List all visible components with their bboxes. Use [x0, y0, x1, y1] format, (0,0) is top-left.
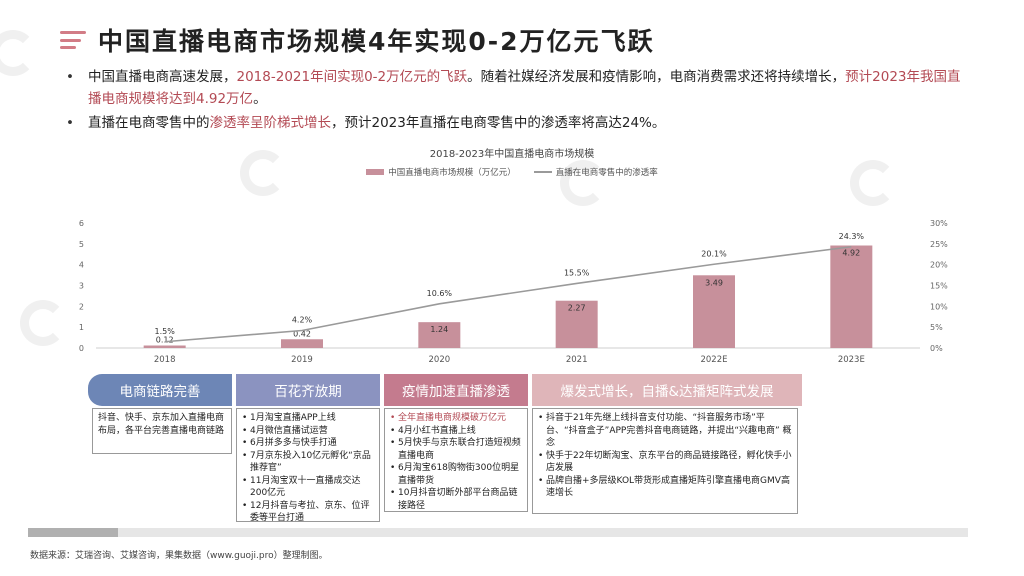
- phase-header-4: 爆发式增长，自播&达播矩阵式发展: [532, 374, 802, 406]
- page-progress-bar: [28, 528, 968, 537]
- y-right-tick: 25%: [930, 240, 948, 249]
- phase-box-4: 抖音于21年先继上线抖音支付功能、“抖音服务市场”平台、“抖音盒子”APP完善抖…: [532, 408, 798, 514]
- phase-item: 6月淘宝618购物街300位明星直播带货: [390, 462, 522, 487]
- y-right-tick: 5%: [930, 323, 943, 332]
- y-right-tick: 30%: [930, 219, 948, 228]
- phase-box-2: 1月淘宝直播APP上线4月微信直播试运营6月拼多多与快手打通7月京东投入10亿元…: [236, 408, 380, 525]
- bar-2023E: [830, 245, 873, 348]
- line-point-label: 15.5%: [564, 268, 590, 277]
- phase-item: 抖音于21年先继上线抖音支付功能、“抖音服务市场”平台、“抖音盒子”APP完善抖…: [538, 412, 792, 450]
- y-left-tick: 0: [79, 344, 84, 353]
- x-tick-label: 2022E: [700, 355, 727, 365]
- line-point-label: 1.5%: [155, 327, 176, 336]
- phase-item: 6月拼多多与快手打通: [242, 437, 374, 450]
- body-text: 直播在电商零售中的: [88, 115, 210, 131]
- page-progress-fill: [28, 528, 118, 537]
- phase-item: 全年直播电商规模破万亿元: [390, 412, 522, 425]
- x-tick-label: 2018: [154, 355, 176, 365]
- y-left-tick: 6: [79, 219, 84, 228]
- market-size-chart: 0 1 2 3 4 5 6 0% 5% 10% 15% 20% 25% 30% 0.12 2018 0.42 20…: [79, 219, 948, 365]
- summary-bullets: 中国直播电商高速发展，2018-2021年间实现0-2万亿元的飞跃。随着社媒经济…: [66, 66, 966, 136]
- phase-3-list: 全年直播电商规模破万亿元4月小红书直播上线5月快手与京东联合打造短视频直播电商6…: [390, 412, 522, 512]
- bar-2021: [555, 300, 598, 348]
- body-text: 中国直播电商高速发展，: [88, 69, 237, 85]
- legend-label-bar: 中国直播电商市场规模（万亿元）: [388, 168, 516, 178]
- bar-2019: [281, 339, 323, 348]
- phase-item: 品牌自播+多层级KOL带货形成直播矩阵引擎直播电商GMV高速增长: [538, 475, 792, 500]
- phase-box-1: 抖音、快手、京东加入直播电商布局，各平台完善直播电商链路: [92, 408, 232, 454]
- bar-2018: [143, 345, 186, 348]
- y-left-tick: 3: [79, 282, 84, 291]
- bullet-2: 直播在电商零售中的渗透率呈阶梯式增长，预计2023年直播在电商零售中的渗透率将高…: [66, 112, 966, 134]
- y-right-tick: 15%: [930, 282, 948, 291]
- phase-item: 快手于22年切断淘宝、京东平台的商品链接路径，孵化快手小店发展: [538, 450, 792, 475]
- bar-label: 0.12: [156, 336, 174, 345]
- chart-legend: 中国直播电商市场规模（万亿元） 直播在电商零售中的渗透率: [0, 166, 1024, 178]
- bar-2020: [418, 322, 461, 348]
- y-left-tick: 1: [79, 323, 84, 332]
- chart-title: 2018-2023年中国直播电商市场规模: [429, 149, 595, 160]
- y-right-tick: 20%: [930, 261, 948, 270]
- phase-1-text: 抖音、快手、京东加入直播电商布局，各平台完善直播电商链路: [98, 413, 225, 436]
- phase-header-3: 疫情加速直播渗透: [384, 374, 528, 406]
- highlight-text: 2018-2021年间实现0-2万亿元的飞跃: [236, 69, 468, 85]
- menu-lines-icon: [60, 31, 86, 49]
- phase-4-list: 抖音于21年先继上线抖音支付功能、“抖音服务市场”平台、“抖音盒子”APP完善抖…: [538, 412, 792, 500]
- body-text: 。: [253, 91, 267, 107]
- legend-item-line: 直播在电商零售中的渗透率: [533, 166, 658, 178]
- phase-item: 12月抖音与考拉、京东、位评委等平台打通: [242, 500, 374, 525]
- phase-item: 5月快手与京东联合打造短视频直播电商: [390, 437, 522, 462]
- body-text: 。随着社媒经济发展和疫情影响，电商消费需求还将持续增长，: [467, 69, 846, 85]
- highlight-text: 渗透率呈阶梯式增长: [209, 115, 332, 131]
- line-point-label: 4.2%: [292, 316, 313, 325]
- line-point-label: 24.3%: [839, 232, 865, 241]
- phase-item: 10月抖音切断外部平台商品链接路径: [390, 487, 522, 512]
- highlight-text: 预计2023年我国直播电商规模将达到4.92万亿: [88, 69, 961, 107]
- y-right-tick: 0%: [930, 344, 943, 353]
- phase-item: 4月微信直播试运营: [242, 425, 374, 438]
- x-tick-label: 2020: [429, 355, 451, 365]
- phase-header-2: 百花齐放期: [236, 374, 380, 406]
- line-point-label: 20.1%: [701, 249, 727, 258]
- title-bar: 中国直播电商市场规模4年实现0-2万亿元飞跃: [60, 22, 655, 58]
- x-tick-label: 2021: [566, 355, 588, 365]
- bullet-1: 中国直播电商高速发展，2018-2021年间实现0-2万亿元的飞跃。随着社媒经济…: [66, 66, 966, 110]
- bar-2022E: [693, 275, 735, 348]
- y-left-tick: 4: [79, 261, 84, 270]
- bar-label: 2.27: [568, 304, 586, 313]
- legend-bar-swatch: [366, 169, 385, 175]
- phase-2-list: 1月淘宝直播APP上线4月微信直播试运营6月拼多多与快手打通7月京东投入10亿元…: [242, 412, 374, 525]
- bar-label: 1.24: [430, 325, 448, 334]
- page-title: 中国直播电商市场规模4年实现0-2万亿元飞跃: [98, 27, 655, 56]
- y-left-tick: 5: [79, 240, 84, 249]
- y-left-tick: 2: [79, 302, 84, 311]
- watermark-logo-icon: [0, 30, 36, 76]
- phase-box-3: 全年直播电商规模破万亿元4月小红书直播上线5月快手与京东联合打造短视频直播电商6…: [384, 408, 528, 512]
- x-tick-label: 2023E: [838, 355, 865, 365]
- y-right-tick: 10%: [930, 302, 948, 311]
- bar-label: 4.92: [842, 249, 860, 258]
- phase-item: 4月小红书直播上线: [390, 425, 522, 438]
- body-text: ，预计2023年直播在电商零售中的渗透率将高达24%。: [331, 115, 666, 131]
- line-point-label: 10.6%: [427, 289, 453, 298]
- bar-label: 3.49: [705, 278, 723, 287]
- penetration-rate-line: [164, 245, 852, 343]
- legend-label-line: 直播在电商零售中的渗透率: [555, 168, 658, 178]
- phase-header-1: 电商链路完善: [88, 374, 232, 406]
- phase-item: 11月淘宝双十一直播成交达200亿元: [242, 475, 374, 500]
- legend-item-bar: 中国直播电商市场规模（万亿元）: [366, 166, 516, 178]
- phase-item: 7月京东投入10亿元孵化“京品推荐官”: [242, 450, 374, 475]
- phase-item: 1月淘宝直播APP上线: [242, 412, 374, 425]
- legend-line-swatch: [533, 171, 552, 173]
- x-tick-label: 2019: [291, 355, 313, 365]
- bar-label: 0.42: [293, 329, 311, 338]
- data-source: 数据来源：艾瑞咨询、艾媒咨询，果集数据（www.guoji.pro）整理制图。: [30, 551, 328, 561]
